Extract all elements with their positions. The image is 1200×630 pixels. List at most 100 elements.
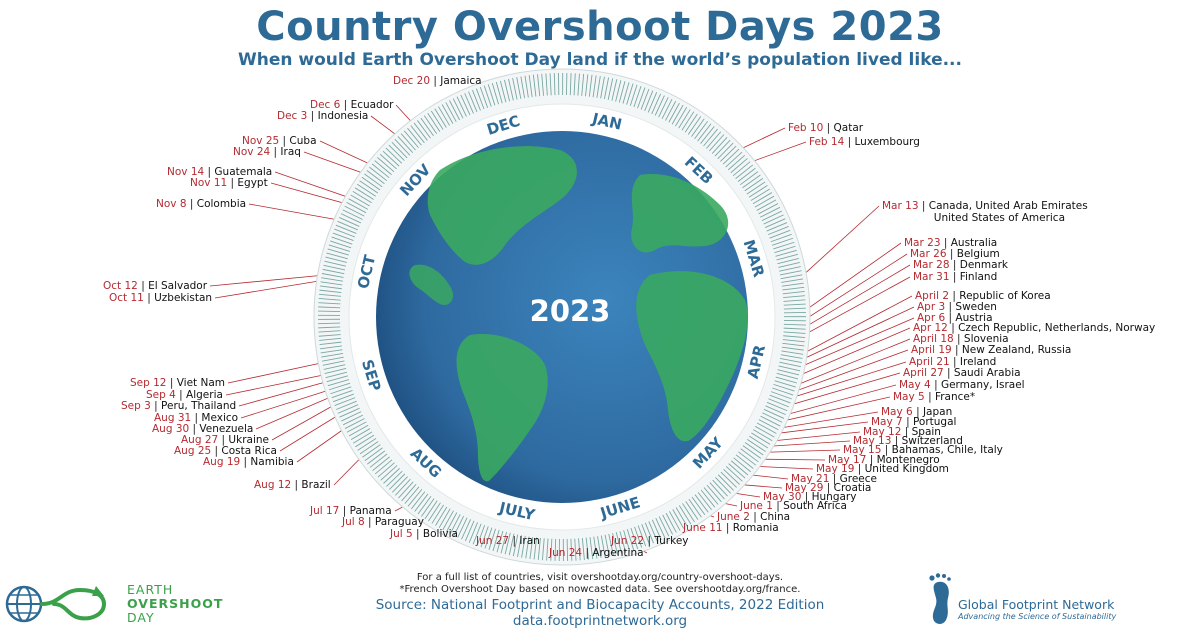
country-entry: Nov 11 | Egypt (190, 177, 268, 189)
eod-line-2: OVERSHOOT (127, 596, 224, 611)
entry-country: Namibia (250, 456, 294, 468)
day-tick (749, 435, 769, 449)
day-tick (691, 496, 706, 516)
day-tick (392, 476, 408, 493)
day-tick (352, 191, 372, 204)
entry-country: Argentina (592, 547, 644, 559)
entry-country: Brazil (301, 479, 331, 491)
landmass-central-america (409, 264, 454, 306)
country-entry: May 12 | Spain (863, 426, 941, 438)
day-tick (651, 93, 661, 115)
entry-date: Aug 30 (152, 423, 190, 435)
day-tick (449, 514, 461, 535)
day-tick (517, 535, 522, 557)
day-tick (675, 107, 688, 127)
country-entry: May 21 | Greece (791, 473, 877, 485)
country-entry: April 18 | Slovenia (913, 333, 1009, 345)
day-tick (342, 209, 363, 220)
day-tick (420, 117, 434, 137)
day-tick (626, 83, 634, 105)
entry-separator: | (189, 423, 200, 435)
day-tick (782, 339, 805, 343)
day-tick (397, 136, 414, 153)
day-tick (491, 83, 499, 105)
day-tick (359, 180, 379, 194)
day-tick (364, 173, 383, 188)
entry-separator: | (953, 333, 964, 345)
day-tick (779, 266, 801, 272)
day-tick (348, 424, 369, 437)
entry-country: Ecuador (350, 99, 394, 111)
day-tick (615, 80, 622, 102)
day-tick (714, 139, 731, 157)
day-tick (703, 128, 718, 147)
entry-date: Nov 14 (167, 166, 205, 178)
day-tick (746, 438, 766, 452)
entry-date: Aug 12 (254, 479, 292, 491)
day-tick (461, 519, 471, 540)
day-tick (750, 188, 770, 201)
day-tick (752, 192, 773, 205)
entry-separator: | (340, 99, 351, 111)
page-title: Country Overshoot Days 2023 (256, 4, 944, 50)
country-entry: May 15 | Bahamas, Chile, Italy (843, 444, 1003, 456)
day-tick (573, 73, 576, 96)
country-entry: Nov 24 | Iraq (233, 146, 301, 158)
day-tick (596, 75, 601, 98)
day-tick (769, 229, 791, 239)
entry-date: Jun 24 (549, 547, 583, 559)
day-tick (585, 74, 589, 97)
entry-country: Iraq (280, 146, 301, 158)
day-tick (407, 488, 423, 507)
entry-date: Dec 3 (277, 110, 308, 122)
day-tick (717, 474, 734, 491)
day-tick (398, 481, 414, 499)
country-entry: Jul 17 | Panama (310, 505, 392, 517)
day-tick (777, 369, 800, 376)
day-tick (637, 87, 646, 109)
day-tick (340, 213, 362, 224)
day-tick (508, 533, 515, 556)
day-tick (566, 538, 569, 561)
entry-country: Bahamas, Chile, Italy (891, 444, 1003, 456)
entry-country: Egypt (237, 177, 268, 189)
day-tick (763, 214, 784, 225)
day-tick (359, 441, 379, 455)
day-tick (364, 447, 383, 462)
country-entry: Jul 5 | Bolivia (390, 528, 458, 540)
day-tick (592, 75, 597, 98)
entry-separator: | (270, 146, 281, 158)
entry-separator: | (823, 122, 834, 134)
entry-country: Portugal (912, 416, 957, 428)
day-tick (742, 174, 761, 189)
entry-country: Japan (922, 406, 953, 418)
day-tick (593, 536, 598, 559)
day-tick (697, 492, 712, 511)
day-tick (675, 507, 688, 527)
entry-country: Slovenia (963, 333, 1009, 345)
day-tick (744, 442, 764, 456)
country-entry: Mar 28 | Denmark (913, 259, 1008, 271)
entry-date: Jun 22 (611, 535, 645, 547)
day-tick (326, 252, 348, 260)
day-tick (779, 270, 802, 276)
country-entry: April 19 | New Zealand, Russia (911, 344, 1071, 356)
entry-country: Viet Nam (176, 377, 226, 389)
day-tick (321, 356, 344, 362)
source-url[interactable]: data.footprintnetwork.org (512, 613, 688, 629)
day-tick (783, 299, 806, 302)
day-tick (550, 538, 553, 561)
day-tick (574, 538, 577, 561)
day-tick (681, 111, 695, 131)
entry-date: Nov 8 (156, 198, 187, 210)
day-tick (738, 451, 757, 466)
day-tick (344, 205, 365, 217)
day-tick (754, 425, 775, 438)
day-tick (780, 274, 803, 280)
day-tick (723, 468, 740, 485)
entry-country: Germany, Israel (940, 379, 1025, 391)
day-tick (740, 448, 759, 463)
day-tick (641, 524, 651, 545)
landmass-africa (636, 271, 748, 442)
day-tick (725, 151, 743, 168)
